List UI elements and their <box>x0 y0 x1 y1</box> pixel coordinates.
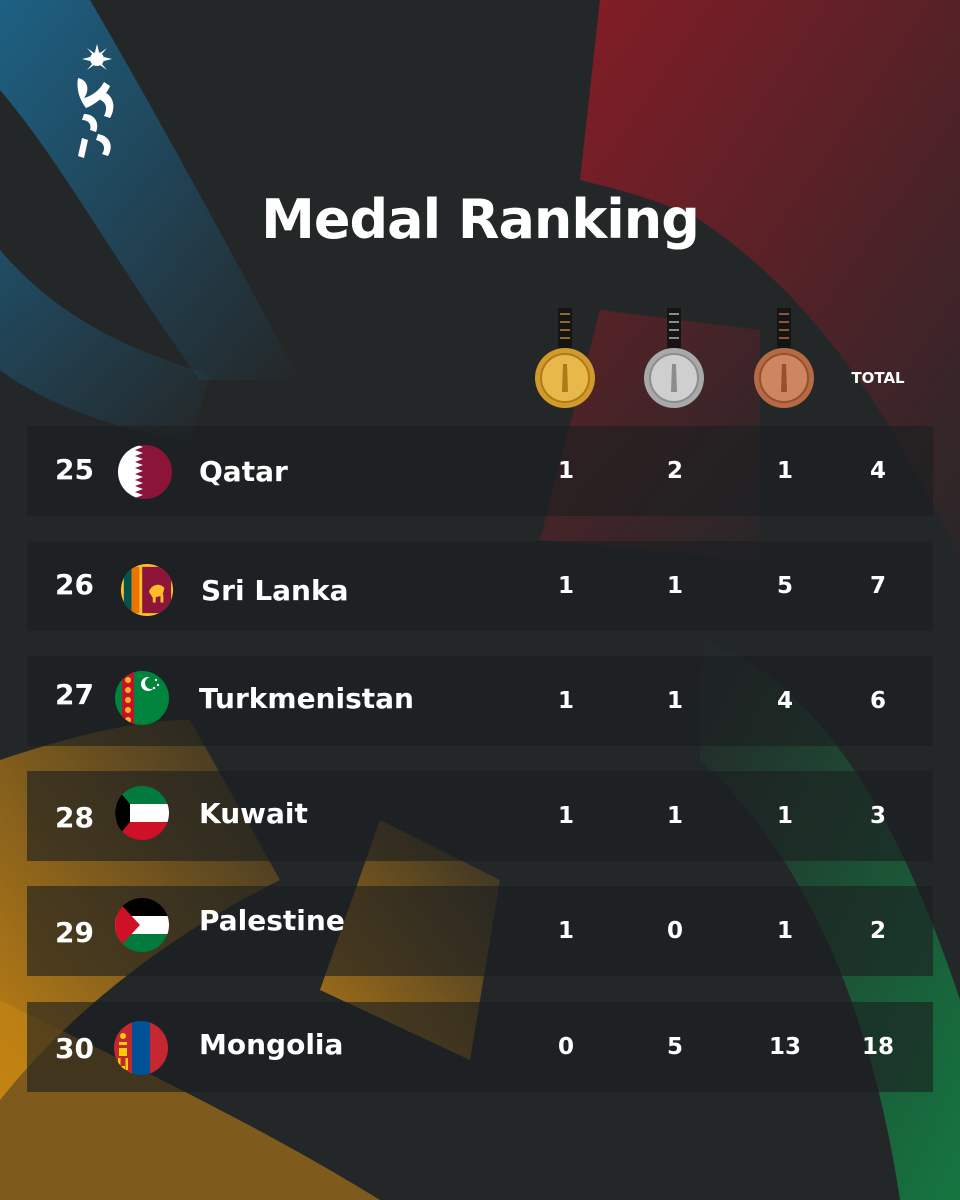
country-name: Kuwait <box>199 797 308 830</box>
total-count: 2 <box>869 918 886 944</box>
gold-count: 1 <box>557 803 574 829</box>
mongolia-flag-icon <box>114 1021 168 1075</box>
bronze-count: 1 <box>776 803 793 829</box>
country-name: Palestine <box>199 904 345 937</box>
silver-count: 2 <box>666 458 683 484</box>
total-count: 6 <box>869 688 886 714</box>
gold-count: 1 <box>557 573 574 599</box>
silver-count: 1 <box>666 688 683 714</box>
qatar-flag-icon <box>118 445 172 499</box>
total-count: 4 <box>869 458 886 484</box>
bronze-medal-icon <box>754 308 814 408</box>
turkmenistan-flag-icon <box>115 671 169 725</box>
sri-lanka-flag-icon <box>120 563 174 617</box>
silver-count: 0 <box>666 918 683 944</box>
games-logo <box>77 44 114 158</box>
page-title: Medal Ranking <box>261 188 700 251</box>
rank: 30 <box>55 1032 94 1065</box>
table-row: 30 Mongolia 0 5 13 18 <box>27 1002 933 1092</box>
bronze-count: 4 <box>776 688 793 714</box>
silver-count: 1 <box>666 803 683 829</box>
palestine-flag-icon <box>115 898 169 952</box>
gold-count: 1 <box>557 918 574 944</box>
gold-count: 1 <box>557 458 574 484</box>
bronze-count: 5 <box>776 573 793 599</box>
country-name: Sri Lanka <box>201 574 349 607</box>
rank: 26 <box>55 568 94 601</box>
rank: 28 <box>55 801 94 834</box>
silver-medal-icon <box>644 308 704 408</box>
table-row: 25 Qatar 1 2 1 4 <box>27 426 933 516</box>
table-row: 26 Sri Lanka 1 1 5 7 <box>27 541 933 631</box>
bronze-count: 1 <box>776 458 793 484</box>
total-count: 18 <box>861 1034 894 1060</box>
bronze-count: 13 <box>768 1034 801 1060</box>
total-count: 7 <box>869 573 886 599</box>
rank: 29 <box>55 916 94 949</box>
country-name: Mongolia <box>199 1028 344 1061</box>
country-name: Turkmenistan <box>199 682 414 715</box>
total-count: 3 <box>869 803 886 829</box>
gold-count: 1 <box>557 688 574 714</box>
table-row: 28 Kuwait 1 1 1 3 <box>27 771 933 861</box>
country-name: Qatar <box>199 455 288 488</box>
gold-count: 0 <box>557 1034 574 1060</box>
rank: 25 <box>55 453 94 486</box>
table-row: 27 Turkmenistan 1 1 4 6 <box>27 656 933 746</box>
silver-count: 1 <box>666 573 683 599</box>
table-row: 29 Palestine 1 0 1 2 <box>27 886 933 976</box>
bronze-count: 1 <box>776 918 793 944</box>
total-column-header: TOTAL <box>851 369 905 387</box>
rank: 27 <box>55 678 94 711</box>
silver-count: 5 <box>666 1034 683 1060</box>
gold-medal-icon <box>535 308 595 408</box>
kuwait-flag-icon <box>115 786 169 840</box>
